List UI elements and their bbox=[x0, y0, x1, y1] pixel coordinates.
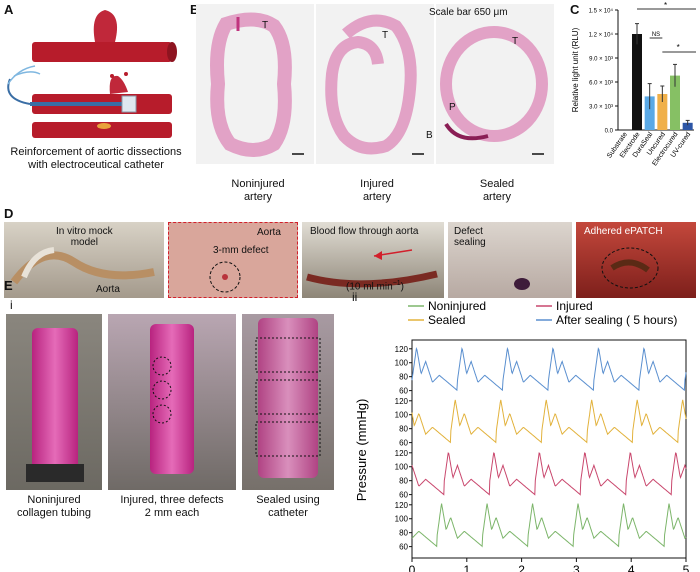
y-tick-label: 60 bbox=[399, 439, 408, 448]
bar-uv-cured bbox=[682, 122, 693, 130]
y-axis-label: Pressure (mmHg) bbox=[354, 399, 369, 502]
y-tick-label: 80 bbox=[399, 477, 408, 486]
adhered-epatch-photo: Adhered ePATCH bbox=[576, 222, 696, 298]
x-tick-label: 4 bbox=[628, 563, 635, 572]
defect-sealing-photo: Defect sealing bbox=[448, 222, 572, 298]
y-tick-label: 60 bbox=[399, 387, 408, 396]
marker-p: P bbox=[449, 102, 456, 113]
adhered-label: Adhered ePATCH bbox=[584, 226, 663, 237]
injured-tubing-photo bbox=[108, 314, 236, 490]
y-tick-label: 80 bbox=[399, 425, 408, 434]
legend-label: Sealed bbox=[428, 313, 465, 327]
mock-model-photo: In vitro mock model Aorta bbox=[4, 222, 164, 298]
panel-label-c: C bbox=[570, 2, 580, 17]
y-tick-label: 120 bbox=[395, 397, 409, 406]
bar-electrocured bbox=[670, 75, 680, 130]
y-tick-label: 80 bbox=[399, 529, 408, 538]
legend-label: After sealing ( 5 hours) bbox=[556, 313, 677, 327]
x-tick-label: 5 bbox=[683, 563, 690, 572]
x-tick-label: 1 bbox=[463, 563, 470, 572]
y-tick-label: 100 bbox=[395, 515, 409, 524]
y-tick-label: 80 bbox=[399, 373, 408, 382]
x-tick-label: 0 bbox=[409, 563, 416, 572]
aorta-label: Aorta bbox=[96, 284, 120, 295]
y-tick-label: 3.0 × 10³ bbox=[589, 105, 613, 111]
panel-label-e-i: i bbox=[10, 298, 13, 312]
bar-uncured bbox=[657, 94, 668, 130]
sealed-tubing-photo bbox=[242, 314, 334, 490]
panel-label-d: D bbox=[4, 206, 14, 221]
zoom-aorta-label: Aorta bbox=[257, 227, 281, 238]
y-tick-label: 120 bbox=[395, 501, 409, 510]
pressure-chart: Noninjured Injured Sealed After sealing ( 5… bbox=[354, 299, 690, 572]
y-axis-label: Relative light unit (RLU) bbox=[571, 27, 580, 112]
y-tick-label: 100 bbox=[395, 463, 409, 472]
caption-noninjured-tubing: Noninjured collagen tubing bbox=[16, 494, 91, 519]
y-tick-label: 9.0 × 10³ bbox=[589, 57, 613, 63]
y-tick-label: 60 bbox=[399, 491, 408, 500]
series-line-2 bbox=[411, 452, 687, 496]
blood-flow-photo: Blood flow through aorta (10 ml min−1) bbox=[302, 222, 444, 298]
panel-a-caption: Reinforcement of aortic dissections with… bbox=[10, 146, 182, 171]
marker-t-3: T bbox=[512, 36, 519, 47]
y-tick-label: 60 bbox=[399, 543, 408, 552]
series-line-0 bbox=[411, 346, 687, 392]
sig-star: * bbox=[677, 43, 680, 52]
y-tick-label: 100 bbox=[395, 359, 409, 368]
y-tick-label: 120 bbox=[395, 449, 409, 458]
y-tick-label: 0.0 bbox=[605, 129, 614, 135]
bar-electrode bbox=[632, 34, 642, 130]
y-tick-label: 1.5 × 10⁴ bbox=[589, 8, 614, 15]
sig-star: * bbox=[664, 1, 667, 10]
panel-label-e: E bbox=[4, 278, 13, 293]
panel-label-b: B bbox=[190, 2, 200, 17]
bar-duraseal bbox=[644, 96, 655, 130]
x-tick-label: 3 bbox=[573, 563, 580, 572]
caption-injured-artery: Injured artery bbox=[360, 178, 394, 203]
y-tick-label: 100 bbox=[395, 411, 409, 420]
in-vitro-label: In vitro mock model bbox=[56, 226, 113, 248]
panel-label-a: A bbox=[4, 2, 14, 17]
blood-flow-label: Blood flow through aorta bbox=[310, 226, 419, 237]
defect-label: 3-mm defect bbox=[213, 245, 269, 256]
defect-zoom-photo: Aorta 3-mm defect bbox=[168, 222, 298, 298]
flow-rate-label: (10 ml min−1) bbox=[346, 280, 405, 293]
panel-label-e-ii: ii bbox=[352, 290, 358, 304]
legend-label: Injured bbox=[556, 299, 593, 313]
sig-ns: NS bbox=[652, 32, 660, 38]
series-line-1 bbox=[411, 399, 687, 444]
caption-sealed-tubing: Sealed using catheter bbox=[256, 494, 320, 519]
y-tick-label: 120 bbox=[395, 345, 409, 354]
caption-injured-tubing: Injured, three defects 2 mm each bbox=[120, 494, 224, 519]
marker-b: B bbox=[426, 130, 433, 141]
caption-noninjured-artery: Noninjured artery bbox=[231, 178, 285, 203]
y-tick-label: 6.0 × 10³ bbox=[589, 81, 613, 87]
x-tick-label: 2 bbox=[518, 563, 525, 572]
defect-sealing-label: Defect sealing bbox=[454, 226, 486, 248]
y-tick-label: 1.2 × 10⁴ bbox=[589, 32, 614, 39]
noninjured-tubing-photo bbox=[6, 314, 102, 490]
marker-t-1: T bbox=[262, 20, 269, 31]
caption-sealed-artery: Sealed artery bbox=[479, 178, 515, 203]
scale-bar-label: Scale bar 650 μm bbox=[429, 7, 508, 18]
aorta-illustration bbox=[7, 10, 177, 138]
histology-sections bbox=[196, 4, 554, 164]
legend-label: Noninjured bbox=[428, 299, 486, 313]
marker-t-2: T bbox=[382, 30, 389, 41]
bar-chart: 0.0 3.0 × 10³ 6.0 × 10³ 9.0 × 10³ 1.2 × 10⁴ 1… bbox=[571, 1, 696, 167]
series-line-3 bbox=[411, 503, 687, 548]
